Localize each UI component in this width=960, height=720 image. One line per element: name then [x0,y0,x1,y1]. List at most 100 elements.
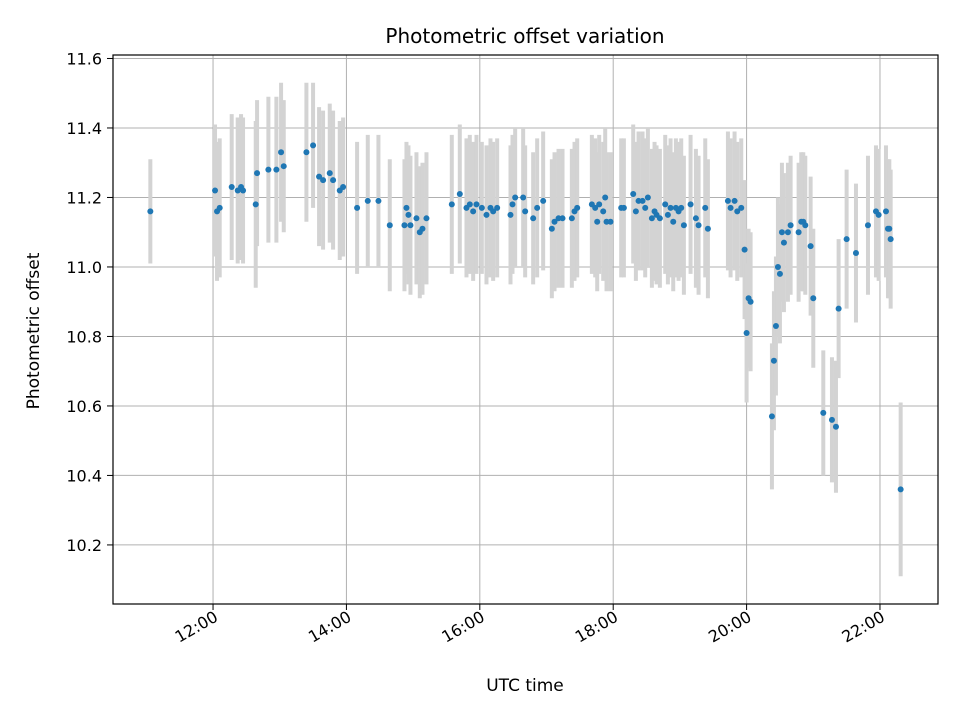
y-tick-label: 11.4 [66,119,102,138]
data-point [664,211,671,218]
data-point [326,170,333,177]
data-point [704,225,711,232]
data-point [212,187,219,194]
data-point [727,204,734,211]
y-tick-label: 10.2 [66,536,102,555]
data-point [512,194,519,201]
data-point [692,215,699,222]
data-point [810,295,817,302]
data-point [509,201,516,208]
data-point [490,208,497,215]
data-point [448,201,455,208]
data-point [228,184,235,191]
data-point [401,222,408,229]
data-point [620,204,627,211]
data-point [470,208,477,215]
data-point [835,305,842,312]
data-point [320,177,327,184]
data-point [522,208,529,215]
data-point [407,222,414,229]
data-point [887,236,894,243]
data-point [280,163,287,170]
x-tick-label: 12:00 [172,607,221,647]
data-point [747,298,754,305]
data-point [897,486,904,493]
y-tick-label: 11.0 [66,258,102,277]
data-point [386,222,393,229]
data-point [738,204,745,211]
data-point [310,142,317,149]
data-point [478,204,485,211]
data-point [405,211,412,218]
data-point [632,208,639,215]
data-point [680,222,687,229]
data-point [678,204,685,211]
data-point [702,204,709,211]
data-point [843,236,850,243]
data-point [778,229,785,236]
y-axis-label: Photometric offset [24,252,44,409]
data-point [784,229,791,236]
data-point [670,218,677,225]
data-point [278,149,285,156]
data-point [147,208,154,215]
data-point [630,190,637,197]
data-point [540,197,547,204]
data-point [240,187,247,194]
data-point [473,201,480,208]
data-point [568,215,575,222]
data-point [886,225,893,232]
data-point [741,246,748,253]
data-point [774,263,781,270]
data-point [419,225,426,232]
data-point [596,201,603,208]
data-point [340,184,347,191]
data-point [882,208,889,215]
chart-title: Photometric offset variation [385,24,664,48]
x-axis-label: UTC time [486,676,564,696]
data-point [832,423,839,430]
data-point [534,204,541,211]
data-point [330,177,337,184]
data-point [254,170,261,177]
y-tick-label: 10.8 [66,327,102,346]
x-tick-label: 16:00 [438,607,487,647]
x-tick-label: 18:00 [572,607,621,647]
data-point [828,416,835,423]
data-point [787,222,794,229]
data-point [265,166,272,173]
data-point [648,215,655,222]
data-point [494,204,501,211]
data-point [548,225,555,232]
data-point [364,197,371,204]
data-point [466,201,473,208]
plot-frame [112,54,939,605]
data-point [743,329,750,336]
data-point [667,204,674,211]
x-tick-label: 22:00 [839,607,888,647]
data-point [316,173,323,180]
data-point [644,194,651,201]
data-point [375,197,382,204]
data-point [772,323,779,330]
data-point [875,211,882,218]
x-tick-label: 20:00 [705,607,754,647]
data-point [802,222,809,229]
data-point [807,243,814,250]
data-point [520,194,527,201]
data-point [592,204,599,211]
data-point [456,190,463,197]
data-point [852,250,859,257]
data-point [413,215,420,222]
data-point [695,222,702,229]
data-point [724,197,731,204]
y-tick-label: 11.6 [66,49,102,68]
data-point [642,204,649,211]
data-point [768,413,775,420]
data-point [216,204,223,211]
data-point [820,409,827,416]
data-point [600,208,607,215]
data-point [594,218,601,225]
y-tick-label: 10.6 [66,397,102,416]
